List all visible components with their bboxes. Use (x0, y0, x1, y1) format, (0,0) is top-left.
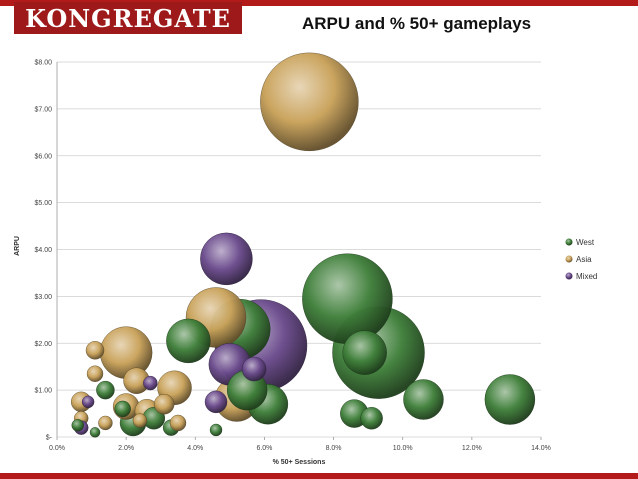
x-tick-label: 2.0% (118, 445, 134, 452)
bubbles (70, 52, 536, 438)
bubble-west (342, 330, 387, 375)
bubble-mixed (241, 356, 267, 382)
legend-marker-mixed (565, 272, 573, 280)
x-tick-label: 6.0% (256, 445, 272, 452)
bubble-asia (260, 52, 359, 152)
x-tick-label: 0.0% (49, 445, 65, 452)
bubble-west (484, 374, 536, 425)
y-tick-label: $2.00 (34, 341, 52, 348)
logo-text: KONGREGATE (25, 3, 231, 33)
x-tick-label: 4.0% (187, 445, 203, 452)
y-tick-label: $4.00 (34, 247, 52, 254)
bubble-west (89, 427, 101, 438)
x-tick-label: 10.0% (393, 445, 413, 452)
y-tick-label: $5.00 (34, 200, 52, 207)
kongregate-logo: KONGREGATE (14, 2, 242, 34)
bubble-mixed (81, 395, 95, 409)
bubble-west (403, 379, 444, 420)
bottom-accent-strip (0, 473, 638, 479)
bubble-asia (86, 365, 104, 382)
chart-title: ARPU and % 50+ gameplays (302, 14, 532, 33)
y-tick-label: $7.00 (34, 106, 52, 113)
bubble-asia (153, 393, 175, 415)
x-tick-label: 14.0% (531, 445, 551, 452)
legend-marker-west (565, 238, 573, 246)
x-axis-label: % 50+ Sessions (273, 459, 326, 466)
bubble-west (166, 318, 211, 364)
y-tick-label: $8.00 (34, 60, 52, 67)
y-tick-label: $3.00 (34, 294, 52, 301)
top-accent-strip (0, 0, 638, 6)
legend-label-mixed: Mixed (576, 272, 597, 281)
bubble-asia (169, 414, 187, 432)
bubble-mixed (143, 375, 158, 391)
y-axis-label: ARPU (14, 236, 21, 256)
bubble-asia (98, 415, 113, 431)
bubble-asia (85, 341, 105, 360)
y-tick-label: $1.00 (34, 388, 52, 395)
bubble-west (96, 380, 115, 400)
bubble-west (302, 253, 393, 344)
x-tick-label: 8.0% (326, 445, 342, 452)
legend-label-west: West (576, 238, 595, 247)
bubble-west (114, 400, 131, 418)
y-tick-label: $- (46, 435, 53, 442)
bubble-mixed (200, 232, 253, 286)
legend-marker-asia (565, 255, 573, 263)
y-tick-label: $6.00 (34, 153, 52, 160)
x-tick-label: 12.0% (462, 445, 482, 452)
y-axis-ticks: $- $1.00 $2.00 $3.00 $4.00 $5.00 $6.00 $7.00 $8.… (34, 60, 52, 442)
bubble-west (209, 423, 223, 437)
bubble-west (360, 407, 383, 430)
bubble-west (71, 419, 84, 432)
legend-label-asia: Asia (576, 255, 592, 264)
bubble-mixed (204, 390, 228, 414)
bubble-asia (132, 413, 148, 428)
x-axis-ticks: 0.0% 2.0% 4.0% 6.0% 8.0% 10.0% 12.0% 14.0% (49, 437, 551, 452)
legend: West Asia Mixed (565, 238, 597, 281)
